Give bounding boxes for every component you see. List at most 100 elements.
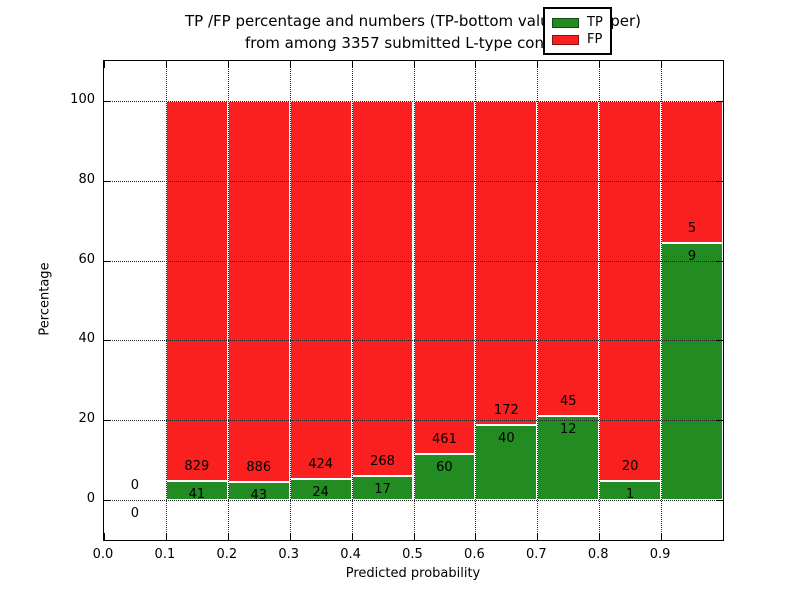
plot-area: 0 0 829 41 886 43 424 24 268 17 461 60 172 40 45 12 20 1 5…: [103, 60, 724, 541]
x-tick-label: 0.5: [402, 547, 423, 562]
tp-count-label: 41: [188, 487, 206, 503]
vertical-gridline: [351, 61, 353, 540]
x-tick-mark-top: [289, 61, 291, 68]
x-tick-label: 0.8: [587, 547, 609, 562]
x-tick-mark: [227, 533, 229, 540]
x-tick-label: 0.2: [216, 547, 238, 562]
bar-segment-fp: [289, 100, 352, 479]
legend-label-fp: FP: [587, 32, 603, 47]
y-tick-mark: [104, 260, 111, 262]
y-axis-label: Percentage: [37, 262, 53, 336]
x-tick-mark: [165, 533, 167, 540]
fp-color-swatch: [552, 34, 579, 45]
y-tick-label: 100: [70, 91, 95, 107]
x-tick-label: 0.6: [464, 547, 485, 562]
fp-count-label: 829: [184, 459, 210, 475]
x-tick-mark: [413, 533, 415, 540]
bar-segment-fp: [599, 100, 662, 482]
legend: TP FP: [543, 7, 612, 55]
vertical-gridline: [413, 61, 415, 540]
y-tick-mark: [104, 100, 111, 102]
bar-segment-fp: [475, 100, 538, 425]
x-tick-mark-top: [475, 61, 477, 68]
tp-count-label: 43: [250, 487, 268, 503]
x-axis-label: Predicted probability: [345, 566, 481, 581]
chart-title-line-2: from among 3357 submitted L-type contact…: [244, 34, 582, 52]
bar-segment-fp: [537, 100, 600, 417]
bar-segment-fp: [227, 100, 290, 482]
legend-label-tp: TP: [587, 15, 603, 30]
y-tick-label: 80: [78, 171, 95, 187]
bar-segment-tp: [661, 243, 723, 501]
x-tick-mark: [289, 533, 291, 540]
y-tick-label: 60: [78, 251, 95, 267]
vertical-gridline: [165, 61, 167, 540]
tp-count-label: 9: [687, 249, 697, 265]
y-tick-mark-right: [716, 180, 723, 182]
tp-count-label: 17: [374, 482, 391, 498]
vertical-gridline: [475, 61, 477, 540]
fp-count-label: 172: [493, 402, 519, 418]
vertical-gridline: [227, 61, 229, 540]
x-tick-label: 0.3: [278, 547, 300, 562]
y-tick-mark-right: [716, 500, 723, 502]
bar-segment-fp: [413, 100, 476, 455]
x-tick-label: 0.1: [154, 547, 176, 562]
x-tick-mark: [104, 533, 105, 540]
x-tick-mark-top: [537, 61, 539, 68]
tp-color-swatch: [552, 17, 579, 28]
x-tick-label: 0.9: [649, 547, 671, 562]
bar-segment-tp: [537, 416, 600, 501]
y-tick-label: 40: [78, 331, 95, 347]
tp-count-label: 1: [626, 487, 635, 503]
fp-count-label: 424: [308, 456, 334, 472]
vertical-gridline: [537, 61, 539, 540]
tp-count-label: 0: [130, 506, 140, 522]
x-tick-mark-top: [227, 61, 229, 68]
fp-count-label: 461: [432, 432, 457, 448]
vertical-gridline: [289, 61, 291, 540]
chart-title-line-1: TP /FP percentage and numbers (TP-bottom…: [185, 12, 641, 30]
x-tick-label: 0.7: [525, 547, 547, 562]
x-tick-mark: [599, 533, 601, 540]
y-tick-mark-right: [716, 260, 723, 262]
x-tick-mark: [661, 533, 663, 540]
x-tick-mark: [475, 533, 477, 540]
fp-count-label: 268: [370, 454, 395, 470]
x-tick-label: 0.4: [340, 547, 361, 562]
bar-segment-fp: [351, 100, 414, 477]
x-tick-mark-top: [351, 61, 353, 68]
fp-count-label: 45: [559, 394, 577, 410]
x-tick-mark-top: [104, 61, 105, 68]
y-tick-label: 20: [78, 411, 95, 427]
tp-count-label: 60: [436, 460, 453, 476]
x-tick-mark: [537, 533, 539, 540]
tp-count-label: 40: [498, 430, 515, 446]
fp-count-label: 20: [621, 459, 639, 475]
y-tick-mark-right: [716, 340, 723, 342]
y-tick-mark-right: [716, 420, 723, 422]
x-tick-mark-top: [413, 61, 415, 68]
legend-entry-fp: FP: [552, 31, 603, 48]
y-tick-mark: [104, 340, 111, 342]
fp-count-label: 0: [130, 478, 140, 494]
y-tick-mark: [104, 420, 111, 422]
fp-count-label: 886: [246, 459, 272, 475]
x-tick-mark: [351, 533, 353, 540]
tp-count-label: 12: [559, 422, 577, 438]
tp-count-label: 24: [312, 484, 329, 500]
x-tick-mark-top: [599, 61, 601, 68]
y-tick-mark: [104, 500, 111, 502]
chart-title: TP /FP percentage and numbers (TP-bottom…: [103, 10, 723, 54]
y-tick-mark: [104, 180, 111, 182]
x-tick-mark-top: [165, 61, 167, 68]
vertical-gridline: [599, 61, 601, 540]
bar-segment-tp: [413, 454, 476, 501]
fp-count-label: 5: [687, 221, 697, 237]
x-tick-label: 0.0: [92, 547, 114, 562]
x-tick-mark-top: [661, 61, 663, 68]
y-tick-label: 0: [86, 491, 95, 507]
vertical-gridline: [661, 61, 663, 540]
legend-entry-tp: TP: [552, 14, 603, 31]
